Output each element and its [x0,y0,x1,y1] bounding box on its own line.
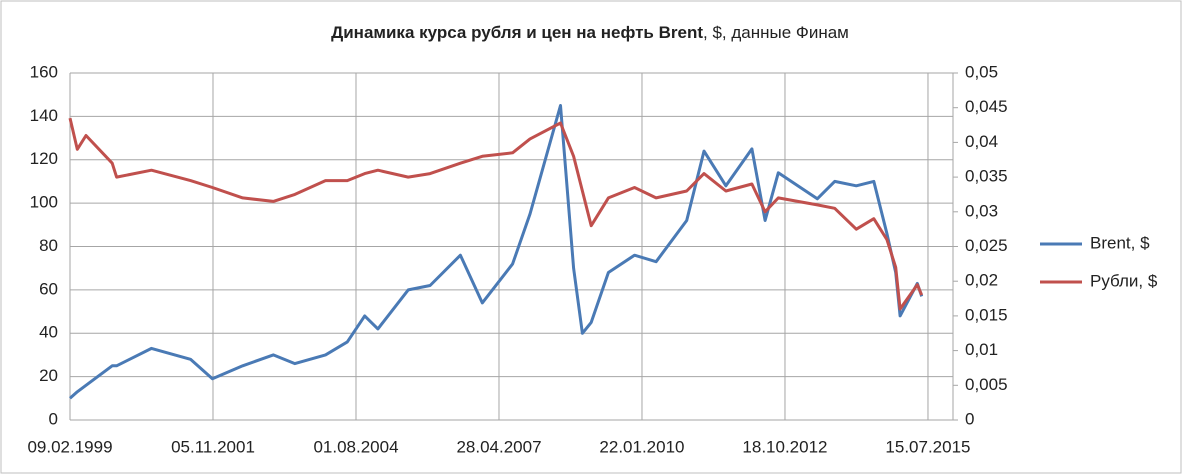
x-tick-label: 01.08.2004 [313,437,398,456]
chart-title-group: Динамика курса рубля и цен на нефть Bren… [331,23,849,42]
chart-subtitle: , $, данные Финам [703,23,849,42]
y2-tick-label: 0,005 [965,375,1008,394]
y2-tick-label: 0,025 [965,236,1008,255]
y-tick-label: 80 [39,236,58,255]
series-line [69,104,924,400]
x-tick-label: 18.10.2012 [742,437,827,456]
y2-tick-label: 0,03 [965,201,998,220]
y-tick-label: 120 [30,149,58,168]
chart-title: Динамика курса рубля и цен на нефть Bren… [331,23,703,42]
y-tick-label: 40 [39,323,58,342]
y-tick-label: 20 [39,366,58,385]
y2-tick-label: 0,02 [965,271,998,290]
y2-tick-label: 0,035 [965,167,1008,186]
y2-tick-label: 0,015 [965,305,1008,324]
y2-tick-label: 0,05 [965,62,998,81]
series-line [68,117,924,311]
x-tick-label: 28.04.2007 [456,437,541,456]
x-tick-label: 05.11.2001 [171,437,255,456]
y2-tick-label: 0,01 [965,340,998,359]
y-tick-label: 160 [30,62,58,81]
y-tick-label: 60 [39,279,58,298]
y2-tick-label: 0,04 [965,132,998,151]
y-tick-label: 100 [30,193,58,212]
y2-tick-label: 0 [965,409,974,428]
y-tick-label: 140 [30,106,58,125]
legend-label: Brent, $ [1090,233,1150,252]
y2-tick-label: 0,045 [965,97,1008,116]
y-tick-label: 0 [49,409,58,428]
legend-label: Рубли, $ [1090,271,1158,290]
x-tick-label: 09.02.1999 [27,437,112,456]
x-tick-label: 22.01.2010 [599,437,684,456]
x-tick-label: 15.07.2015 [885,437,970,456]
